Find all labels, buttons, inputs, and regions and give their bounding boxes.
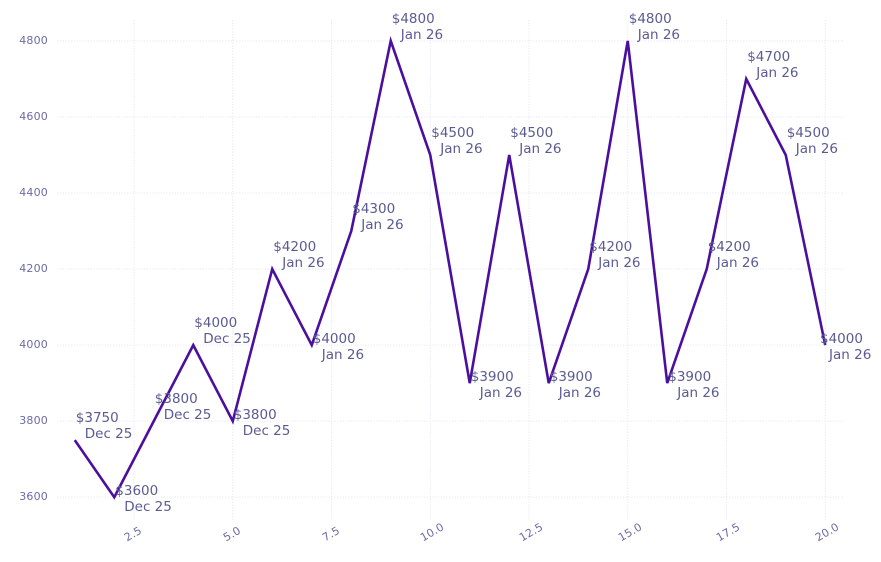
y-axis-tick-label: 3800 <box>19 414 48 428</box>
data-series-line <box>73 36 827 500</box>
y-axis-tick-label: 4800 <box>19 33 48 47</box>
gridlines-vertical <box>133 20 826 520</box>
y-axis-tick-label: 3600 <box>19 490 48 504</box>
y-axis-tick-label: 4600 <box>19 109 48 123</box>
y-axis-tick-label: 4200 <box>19 262 48 276</box>
y-axis-tick-label: 4400 <box>19 186 48 199</box>
y-axis-tick-label: 4000 <box>19 338 48 352</box>
